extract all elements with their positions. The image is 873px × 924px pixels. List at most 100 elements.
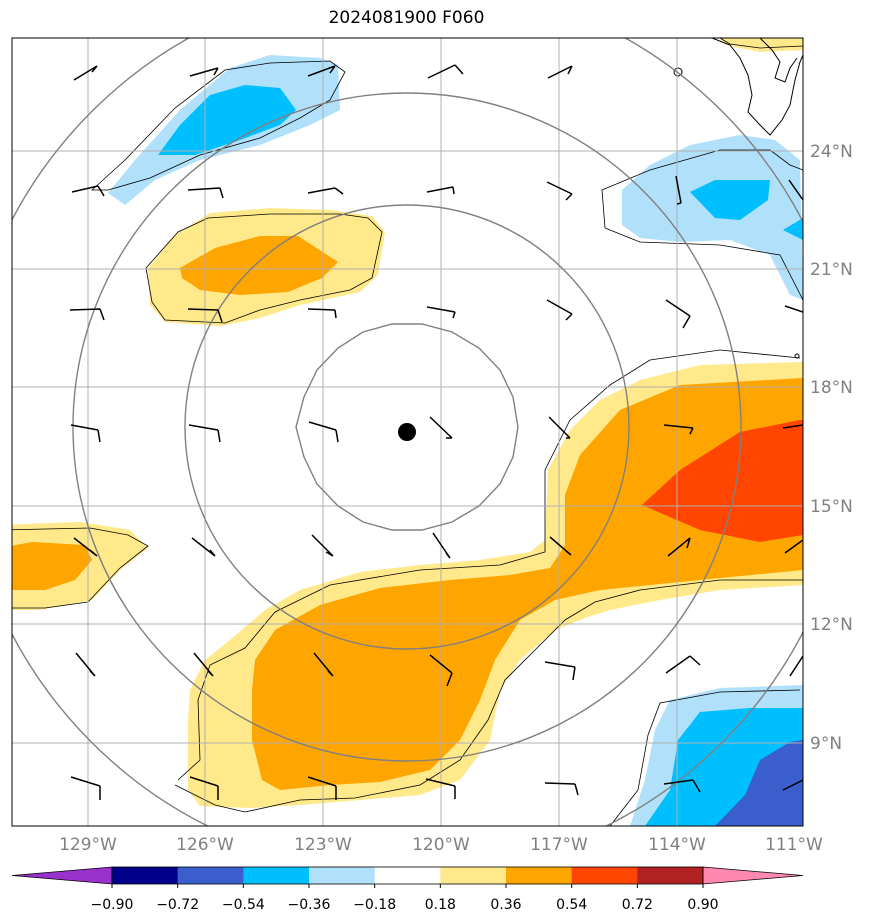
wind-barb: [663, 779, 701, 793]
colorbar-segment: [374, 867, 441, 884]
colorbar-ticks: −0.90 −0.72 −0.54 −0.36 −0.18 0.18 0.36 0.54 0.7…: [91, 884, 719, 913]
lon-label-126w: 126°W: [176, 835, 234, 855]
wind-barb: [307, 65, 336, 77]
gridlines: [12, 38, 803, 826]
map-frame: [11, 37, 804, 827]
wind-barb: [311, 534, 334, 557]
negative-blob-ne-outer: [622, 135, 803, 300]
contour-lines: [12, 38, 803, 826]
lon-label-123w: 123°W: [294, 835, 352, 855]
wind-barb: [663, 424, 694, 435]
wind-barb: [546, 299, 573, 321]
filled-contours: [12, 38, 803, 826]
positive-blob-north-orange: [180, 236, 338, 295]
lon-label-114w: 114°W: [648, 835, 706, 855]
lat-label-21n: 21°N: [810, 260, 853, 280]
wind-barb: [307, 187, 344, 195]
lon-label-129w: 129°W: [59, 835, 117, 855]
wind-barb: [193, 652, 214, 677]
negative-blob-se-inner: [715, 740, 803, 826]
wind-barb: [429, 416, 453, 439]
colorbar-tick-label: −0.54: [222, 897, 265, 913]
longitude-labels: 129°W 126°W 123°W 120°W 117°W 114°W 111°…: [59, 835, 823, 855]
wind-barb: [189, 67, 219, 77]
wind-barb: [547, 65, 573, 79]
lat-label-12n: 12°N: [810, 615, 853, 635]
colorbar-segment: [177, 867, 244, 884]
positive-band-red: [642, 420, 803, 542]
wind-barb: [73, 537, 98, 557]
colorbar-extend-max: [702, 866, 804, 885]
wind-barb: [307, 308, 337, 319]
wind-barb: [187, 187, 224, 199]
wind-barb: [546, 181, 573, 201]
range-rings: [12, 38, 803, 826]
colorbar-segment: [309, 867, 376, 884]
wind-barb: [426, 306, 456, 319]
wind-barb: [307, 776, 337, 800]
colorbar-tick-label: −0.36: [288, 897, 331, 913]
colorbar-tick-label: −0.72: [156, 897, 199, 913]
wind-barb: [313, 652, 334, 677]
colorbar-segment: [112, 867, 179, 884]
positive-blob-west-orange: [12, 542, 92, 590]
colorbar: −0.90 −0.72 −0.54 −0.36 −0.18 0.18 0.36 0.54 0.7…: [11, 866, 804, 913]
colorbar-outline: [111, 866, 704, 885]
negative-blob-ne-edge: [783, 218, 803, 240]
colorbar-segment: [506, 867, 573, 884]
wind-barb: [426, 186, 455, 195]
negative-blob-ne-inner: [690, 180, 770, 220]
lat-label-9n: 9°N: [810, 734, 842, 754]
colorbar-segment: [440, 867, 507, 884]
wind-barb: [544, 782, 579, 796]
wind-barb: [782, 424, 803, 429]
colorbar-segments: [11, 866, 804, 885]
colorbar-tick-label: −0.18: [353, 897, 396, 913]
wind-barbs: [69, 64, 803, 800]
colorbar-tick-label: 0.36: [490, 897, 521, 913]
wind-barb: [308, 421, 339, 443]
wind-barb: [427, 64, 464, 79]
wind-barb: [667, 537, 691, 557]
lat-label-18n: 18°N: [810, 378, 853, 398]
positive-band-orange: [252, 378, 803, 790]
colorbar-tick-label: 0.72: [622, 897, 653, 913]
latitude-labels: 24°N 21°N 18°N 15°N 12°N 9°N: [810, 142, 853, 754]
colorbar-tick-label: 0.54: [556, 897, 587, 913]
colorbar-extend-min: [11, 866, 113, 885]
wind-barb: [75, 652, 96, 677]
wind-barb: [429, 654, 453, 687]
wind-barb: [70, 776, 101, 800]
colorbar-tick-label: 0.90: [687, 897, 718, 913]
colorbar-tick-label: 0.18: [425, 897, 456, 913]
lat-label-24n: 24°N: [810, 142, 853, 162]
negative-blob-nw-inner: [158, 85, 296, 155]
wind-barb: [69, 308, 105, 321]
wind-barb: [70, 424, 101, 443]
colorbar-segment: [637, 867, 704, 884]
wind-barb: [544, 661, 576, 681]
wind-barb: [784, 305, 803, 313]
wind-barb: [788, 179, 803, 201]
map-title: 2024081900 F060: [328, 8, 485, 28]
colorbar-segment: [571, 867, 638, 884]
wind-barb: [782, 779, 803, 791]
wind-barb: [432, 532, 451, 559]
wind-barb: [665, 655, 701, 674]
positive-blob-ne: [720, 38, 803, 52]
colorbar-tick-label: −0.90: [91, 897, 134, 913]
wind-barb: [549, 536, 572, 556]
lon-label-117w: 117°W: [530, 835, 588, 855]
wind-barb: [675, 175, 682, 205]
wind-barb: [665, 299, 691, 329]
wind-barb: [73, 65, 98, 81]
map-plot-area: [12, 38, 803, 826]
wind-barb: [425, 778, 456, 799]
coastline: [673, 38, 803, 359]
wind-barb: [789, 655, 803, 677]
storm-center-marker: [398, 423, 416, 441]
lon-label-111w: 111°W: [765, 835, 823, 855]
colorbar-segment: [243, 867, 310, 884]
wind-barb: [784, 539, 803, 554]
